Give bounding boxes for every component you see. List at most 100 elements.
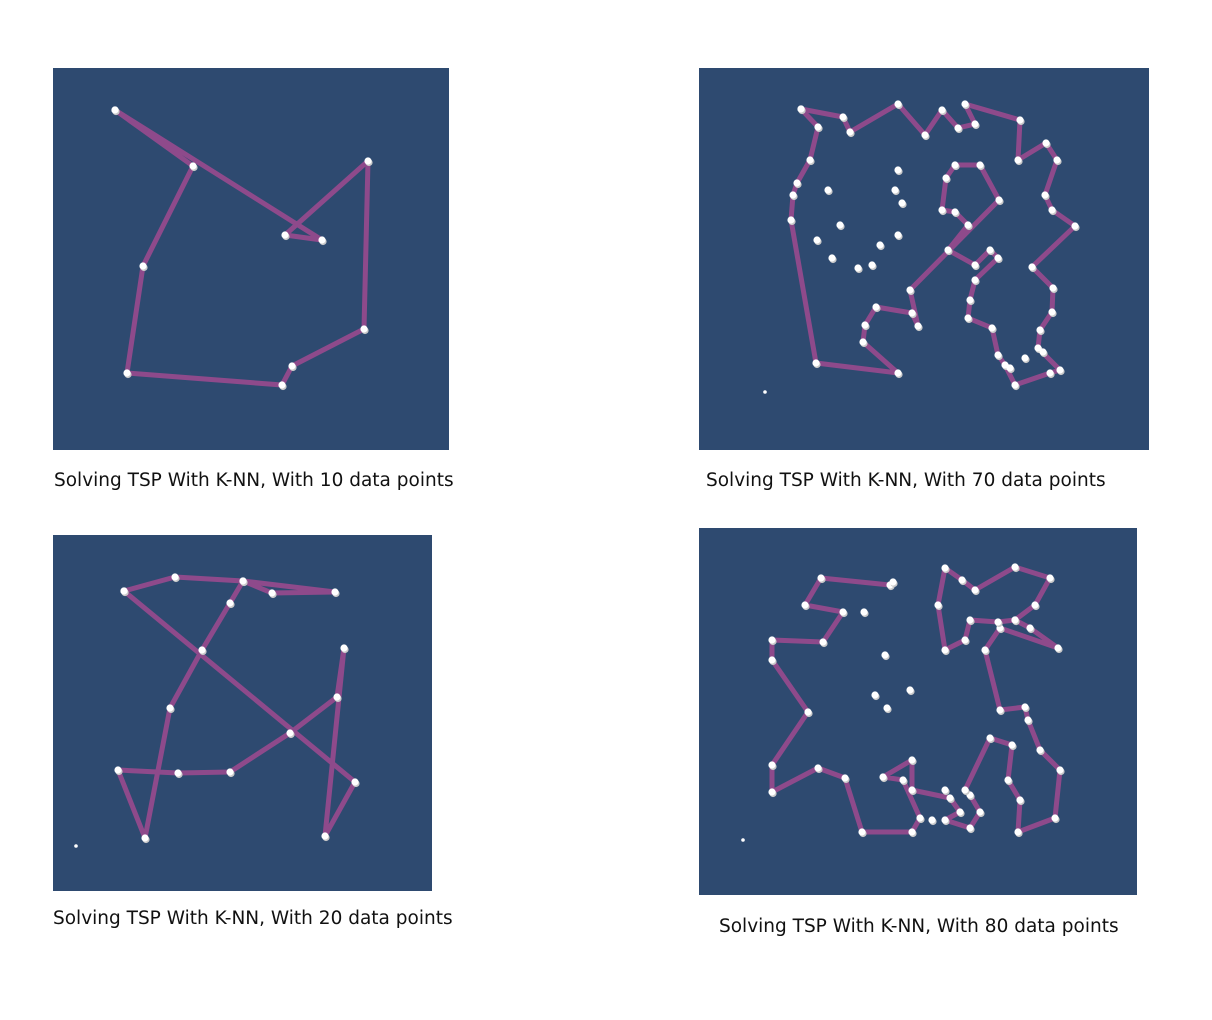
city-point [1053,156,1061,164]
city-point [333,693,341,701]
city-point [1026,624,1034,632]
city-point [941,816,949,824]
city-point [971,276,979,284]
city-point [1024,716,1032,724]
tsp-route-line [115,574,358,841]
city-point [1008,741,1016,749]
city-point [1011,381,1019,389]
city-point [908,828,916,836]
city-point [340,644,348,652]
city-point [858,828,866,836]
city-point [828,254,836,262]
city-point [941,564,949,572]
city-point [1031,601,1039,609]
city-point [908,756,916,764]
city-point [1014,828,1022,836]
city-point [278,381,286,389]
city-point [976,161,984,169]
city-point [854,264,862,272]
city-point [1048,206,1056,214]
city-point [951,161,959,169]
city-point [768,761,776,769]
city-point [883,704,891,712]
city-point [797,105,805,113]
city-point [846,128,854,136]
city-point [964,221,972,229]
city-point [768,636,776,644]
city-point [1011,616,1019,624]
city-point [351,778,359,786]
city-point [1021,354,1029,362]
city-point [288,362,296,370]
city-point [111,106,119,114]
city-point [976,808,984,816]
route-canvas-80 [741,563,1065,842]
city-point [1046,574,1054,582]
city-point [789,191,797,199]
city-point [944,246,952,254]
tsp-route-line [788,101,1078,388]
city-point [964,314,972,322]
city-point [921,131,929,139]
city-point [942,174,950,182]
tsp-route-line [112,107,371,388]
city-point [868,261,876,269]
city-point [1054,644,1062,652]
city-point [898,199,906,207]
city-point [1041,191,1049,199]
start-marker-dot [74,844,78,848]
city-point [1048,308,1056,316]
city-point [1056,766,1064,774]
city-point [994,254,1002,262]
city-point [961,786,969,794]
city-point [899,776,907,784]
route-canvas-70 [763,100,1080,394]
city-point [941,646,949,654]
city-point [958,576,966,584]
city-point [817,574,825,582]
city-point [318,236,326,244]
city-point [938,106,946,114]
city-point [321,832,329,840]
city-point [988,324,996,332]
city-point [1034,344,1042,352]
city-point [966,296,974,304]
city-point [938,206,946,214]
city-point [226,768,234,776]
city-point [934,601,942,609]
city-point [1016,116,1024,124]
caption-20-points: Solving TSP With K-NN, With 20 data poin… [53,908,453,929]
route-canvas-10 [111,106,373,391]
city-point [916,814,924,822]
city-point [996,706,1004,714]
city-point [836,221,844,229]
city-point [994,351,1002,359]
city-point [819,638,827,646]
city-point [360,325,368,333]
city-point [861,321,869,329]
city-point [174,769,182,777]
plot-70-points [699,68,1149,450]
city-point [281,231,289,239]
city-point [1011,563,1019,571]
city-point [995,196,1003,204]
city-point [876,241,884,249]
city-point [226,599,234,607]
city-point [966,824,974,832]
city-point [806,156,814,164]
city-point [908,309,916,317]
city-point [872,303,880,311]
city-point [1056,366,1064,374]
city-point [139,262,147,270]
city-point [1071,222,1079,230]
caption-10-points: Solving TSP With K-NN, With 10 data poin… [54,470,454,491]
city-point [859,338,867,346]
city-point [331,588,339,596]
city-point [971,120,979,128]
city-point [198,646,206,654]
city-point [908,786,916,794]
city-point [1021,703,1029,711]
caption-70-points: Solving TSP With K-NN, With 70 data poin… [706,470,1106,491]
city-point [860,608,868,616]
city-point [839,113,847,121]
